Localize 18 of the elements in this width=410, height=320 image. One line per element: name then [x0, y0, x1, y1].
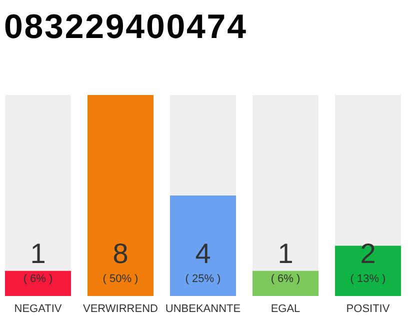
data-label: 8 [112, 238, 128, 269]
bar [5, 270, 71, 296]
annotation: ( 25% ) [185, 273, 221, 285]
x-tick-label: UNBEKANNTE [165, 303, 241, 315]
x-tick-label: POSITIV [346, 303, 390, 315]
bar [252, 270, 318, 296]
x-tick-label: EGAL [270, 303, 300, 315]
chart-title: 083229400474 [4, 8, 246, 46]
annotation: ( 6% ) [23, 273, 53, 285]
annotation: ( 13% ) [350, 273, 386, 285]
annotation: ( 50% ) [102, 273, 138, 285]
x-tick-label: NEGATIV [14, 303, 62, 315]
annotation: ( 6% ) [270, 273, 300, 285]
data-label: 1 [278, 238, 294, 269]
data-label: 2 [360, 238, 376, 269]
x-tick-label: VERWIRREND [83, 303, 158, 315]
data-label: 4 [195, 238, 211, 269]
data-label: 1 [30, 238, 46, 269]
